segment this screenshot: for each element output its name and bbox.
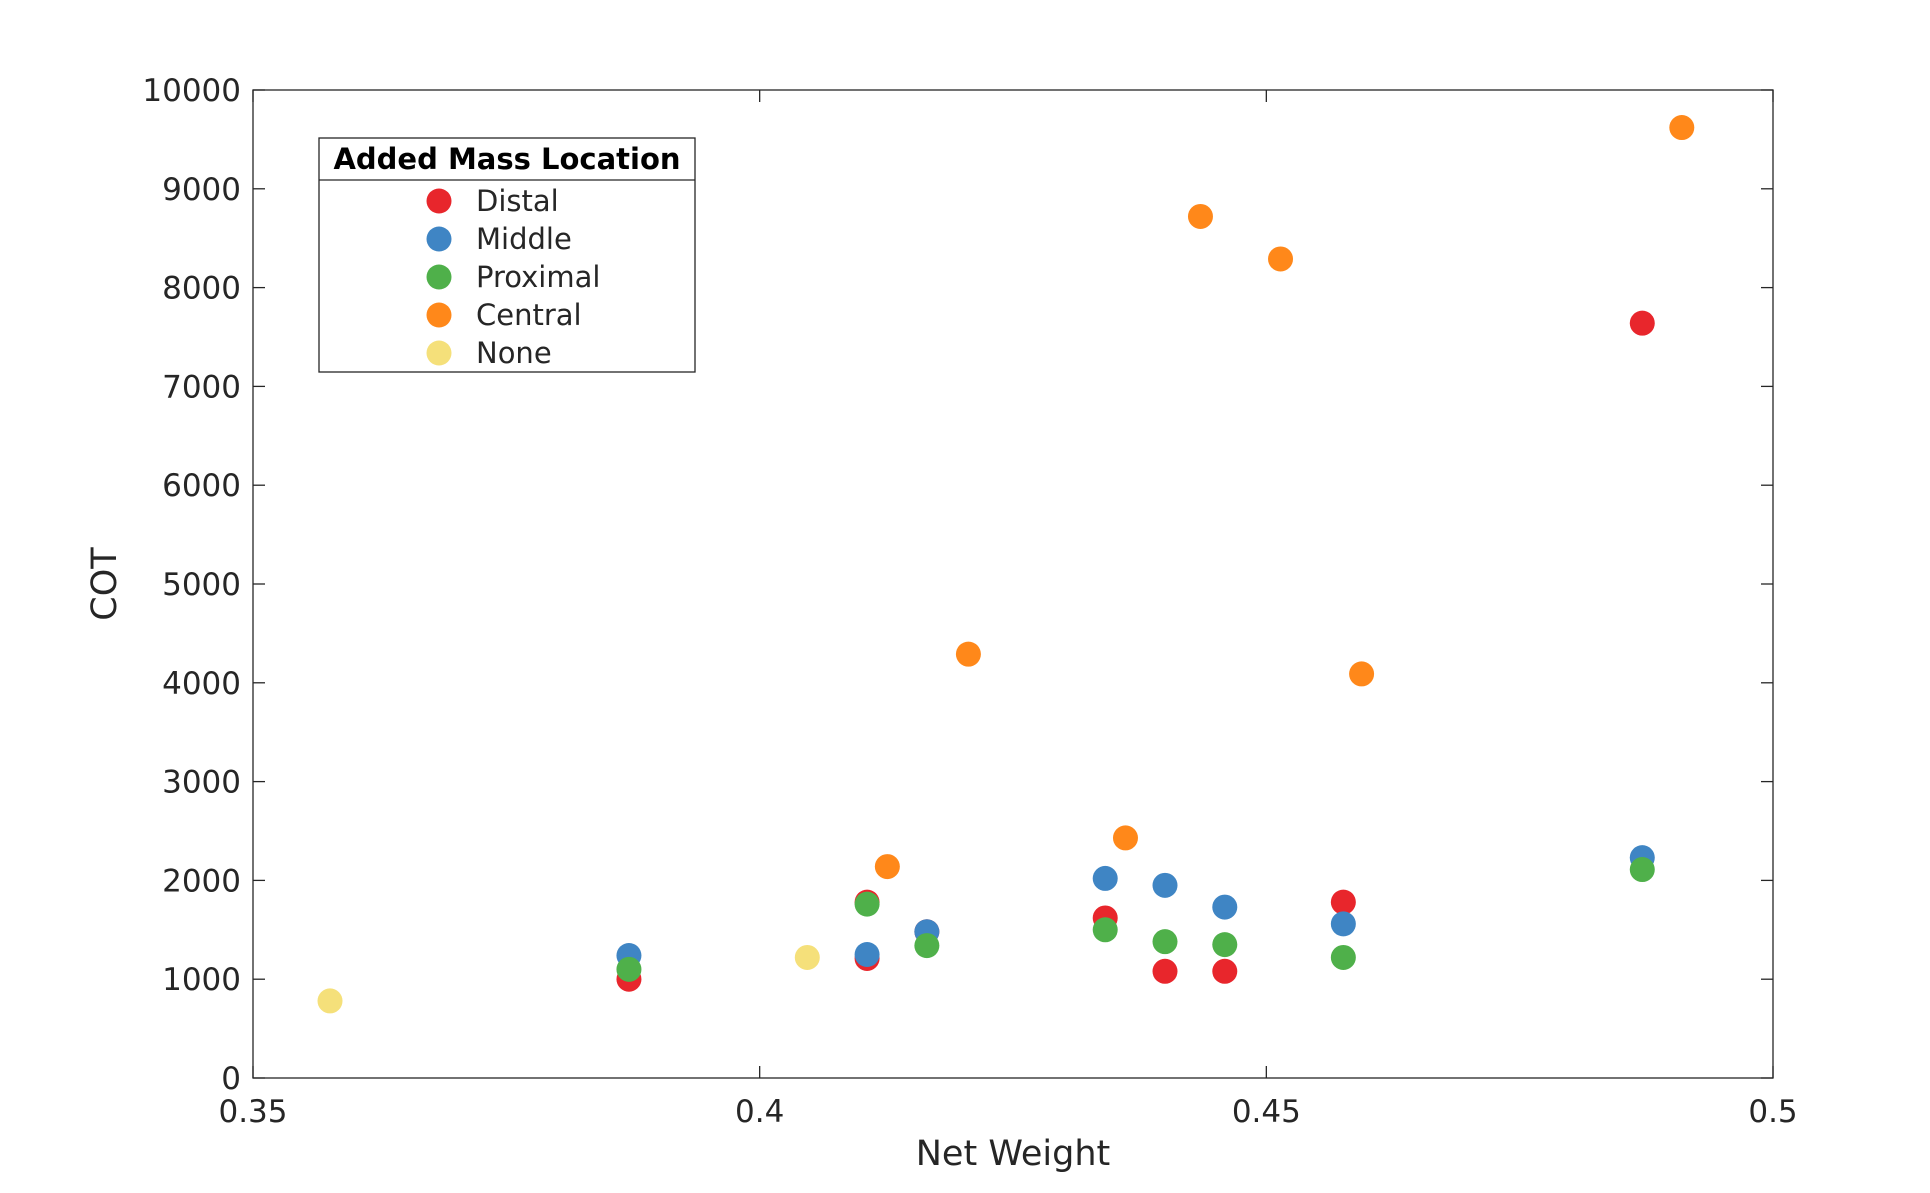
data-point-proximal <box>1212 932 1238 958</box>
legend-label-none: None <box>476 336 552 370</box>
legend: Added Mass Location Distal Middle Proximal… <box>318 137 696 373</box>
data-point-proximal <box>1629 857 1655 883</box>
data-point-middle <box>1330 911 1356 937</box>
data-point-central <box>1112 825 1138 851</box>
data-point-middle <box>854 942 880 967</box>
legend-label-distal: Distal <box>476 184 559 218</box>
legend-marker-middle <box>426 226 452 252</box>
x-tick-label: 0.4 <box>735 1094 784 1130</box>
data-points <box>317 115 1695 1014</box>
y-tick-label: 4000 <box>162 666 241 702</box>
legend-marker-none <box>426 340 452 366</box>
y-tick-label: 6000 <box>162 468 241 504</box>
legend-box <box>318 137 696 373</box>
x-tick-label: 0.35 <box>218 1094 287 1130</box>
y-tick-label: 2000 <box>162 863 241 899</box>
legend-entries: Distal Middle Proximal Central None <box>426 184 600 370</box>
y-axis-label: COT <box>85 547 125 621</box>
data-point-distal <box>1629 310 1655 336</box>
y-tick-label: 1000 <box>162 962 241 998</box>
legend-marker-proximal <box>426 264 452 290</box>
data-point-distal <box>1212 958 1238 984</box>
data-point-proximal <box>1152 929 1178 955</box>
y-tick-label: 8000 <box>162 271 241 307</box>
axis-tick-labels: 0.35 0.4 0.45 0.5 0 1000 2000 3000 4000 5000 6000 7… <box>142 73 1797 1130</box>
data-point-central <box>1187 203 1213 229</box>
data-point-central <box>874 854 900 880</box>
legend-title: Added Mass Location <box>333 142 680 176</box>
data-point-central <box>955 641 981 667</box>
x-tick-label: 0.45 <box>1232 1094 1301 1130</box>
legend-label-central: Central <box>476 298 582 332</box>
data-point-proximal <box>1092 917 1118 943</box>
y-tick-label: 7000 <box>162 369 241 405</box>
legend-marker-distal <box>426 188 452 214</box>
data-point-distal <box>1152 958 1178 984</box>
data-point-middle <box>1092 865 1118 891</box>
data-point-proximal <box>914 933 940 959</box>
data-point-central <box>1349 661 1375 687</box>
data-point-none <box>794 944 820 970</box>
legend-label-proximal: Proximal <box>476 260 600 294</box>
x-tick-label: 0.5 <box>1748 1094 1797 1130</box>
data-point-middle <box>1212 894 1238 920</box>
y-tick-label: 3000 <box>162 765 241 801</box>
y-tick-label: 5000 <box>162 567 241 603</box>
data-point-central <box>1669 115 1695 141</box>
y-tick-label: 10000 <box>142 73 241 109</box>
x-axis-label: Net Weight <box>916 1134 1111 1174</box>
data-point-distal <box>1330 889 1356 915</box>
data-point-proximal <box>1330 944 1356 970</box>
data-point-proximal <box>854 891 880 917</box>
data-point-middle <box>1152 872 1178 898</box>
data-point-none <box>317 988 343 1014</box>
data-point-central <box>1268 246 1294 272</box>
y-tick-label: 0 <box>221 1061 241 1097</box>
axis-ticks <box>252 89 1774 1079</box>
data-point-proximal <box>616 956 642 982</box>
y-tick-label: 9000 <box>162 172 241 208</box>
legend-label-middle: Middle <box>476 222 572 256</box>
legend-marker-central <box>426 302 452 328</box>
